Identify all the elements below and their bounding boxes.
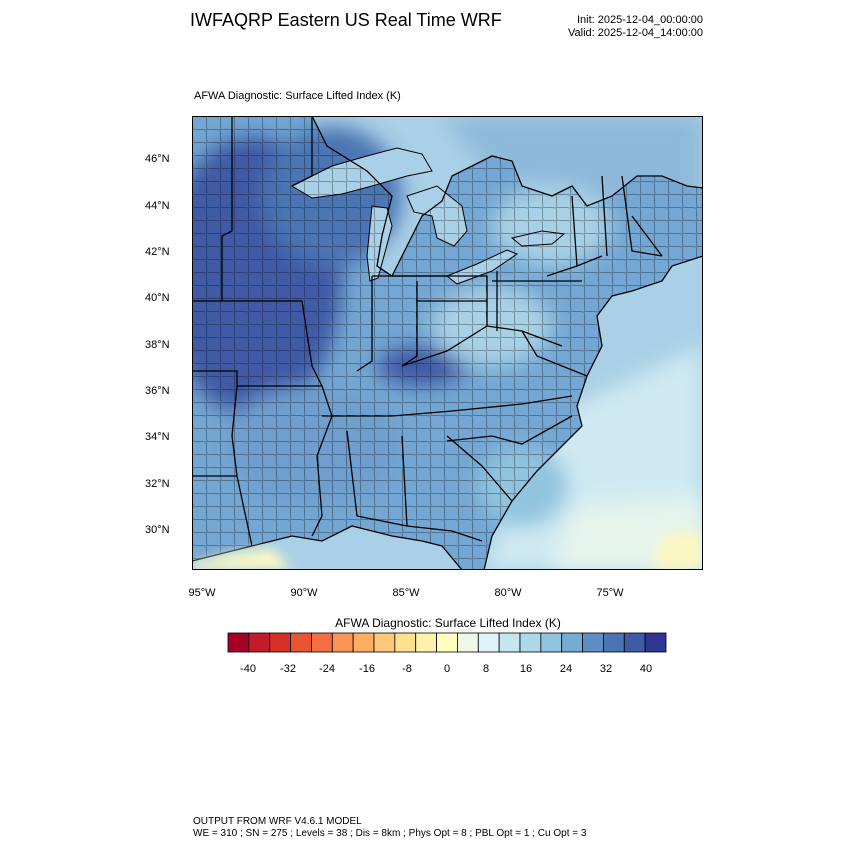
lon-label: 85°W [392, 587, 420, 599]
colorbar-box [623, 632, 646, 653]
gulf-warm-zone [192, 548, 292, 570]
lon-label: 80°W [494, 587, 522, 599]
colorbar-box [290, 632, 312, 653]
lon-label: 95°W [188, 587, 216, 599]
colorbar-box [394, 632, 417, 653]
colorbar-box [519, 632, 542, 653]
colorbar-box [644, 632, 667, 653]
colorbar-tick-label: -32 [280, 663, 296, 675]
lon-label: 90°W [290, 587, 318, 599]
colorbar-box [248, 632, 271, 653]
colorbar-box [373, 632, 396, 653]
lat-label: 36°N [145, 385, 170, 397]
colorbar-tick-label: 24 [559, 663, 573, 675]
footer-model-text: OUTPUT FROM WRF V4.6.1 MODEL [193, 816, 362, 827]
colorbar-box [498, 632, 521, 653]
colorbar-box [227, 632, 250, 653]
lat-label: 34°N [145, 431, 170, 443]
colorbar-box [477, 632, 500, 653]
colorbar-box [352, 632, 375, 653]
colorbar [227, 632, 667, 653]
lat-label: 46°N [145, 153, 170, 165]
colorbar-tick-label: -24 [319, 663, 335, 675]
colorbar-tick-label: 0 [443, 663, 451, 675]
colorbar-box [269, 632, 291, 653]
colorbar-tick-label: 16 [519, 663, 533, 675]
map-frame [192, 116, 703, 570]
footer-config-text: WE = 310 ; SN = 275 ; Levels = 38 ; Dis … [193, 828, 587, 839]
lat-label: 42°N [145, 246, 170, 258]
colorbar-box [311, 632, 333, 653]
map-panel [192, 116, 703, 570]
coastline [192, 116, 703, 570]
lat-label: 30°N [145, 524, 170, 536]
main-title: IWFAQRP Eastern US Real Time WRF [190, 10, 502, 30]
lon-label: 75°W [596, 587, 624, 599]
colorbar-tick-label: 8 [482, 663, 490, 675]
colorbar-box [582, 632, 604, 653]
lat-label: 32°N [145, 478, 170, 490]
colorbar-box [603, 632, 625, 653]
map-subtitle: AFWA Diagnostic: Surface Lifted Index (K… [194, 90, 401, 102]
init-time: Init: 2025-12-04_00:00:00 [577, 14, 703, 26]
colorbar-title: AFWA Diagnostic: Surface Lifted Index (K… [335, 616, 561, 630]
colorbar-tick-label: 32 [599, 663, 613, 675]
colorbar-tick-label: -8 [402, 663, 412, 675]
valid-time: Valid: 2025-12-04_14:00:00 [568, 27, 703, 39]
lat-label: 38°N [145, 339, 170, 351]
colorbar-box [457, 632, 479, 653]
colorbar-box [561, 632, 583, 653]
state-boundaries [192, 116, 663, 547]
atlantic-warm-zone [652, 531, 703, 570]
lat-label: 40°N [145, 292, 170, 304]
colorbar-box [331, 632, 354, 653]
colorbar-tick-label: -40 [240, 663, 256, 675]
colorbar-box [415, 632, 437, 653]
colorbar-tick-label: 40 [639, 663, 653, 675]
lat-label: 44°N [145, 200, 170, 212]
colorbar-box [436, 632, 458, 653]
colorbar-tick-label: -16 [359, 663, 375, 675]
colorbar-box [540, 632, 563, 653]
